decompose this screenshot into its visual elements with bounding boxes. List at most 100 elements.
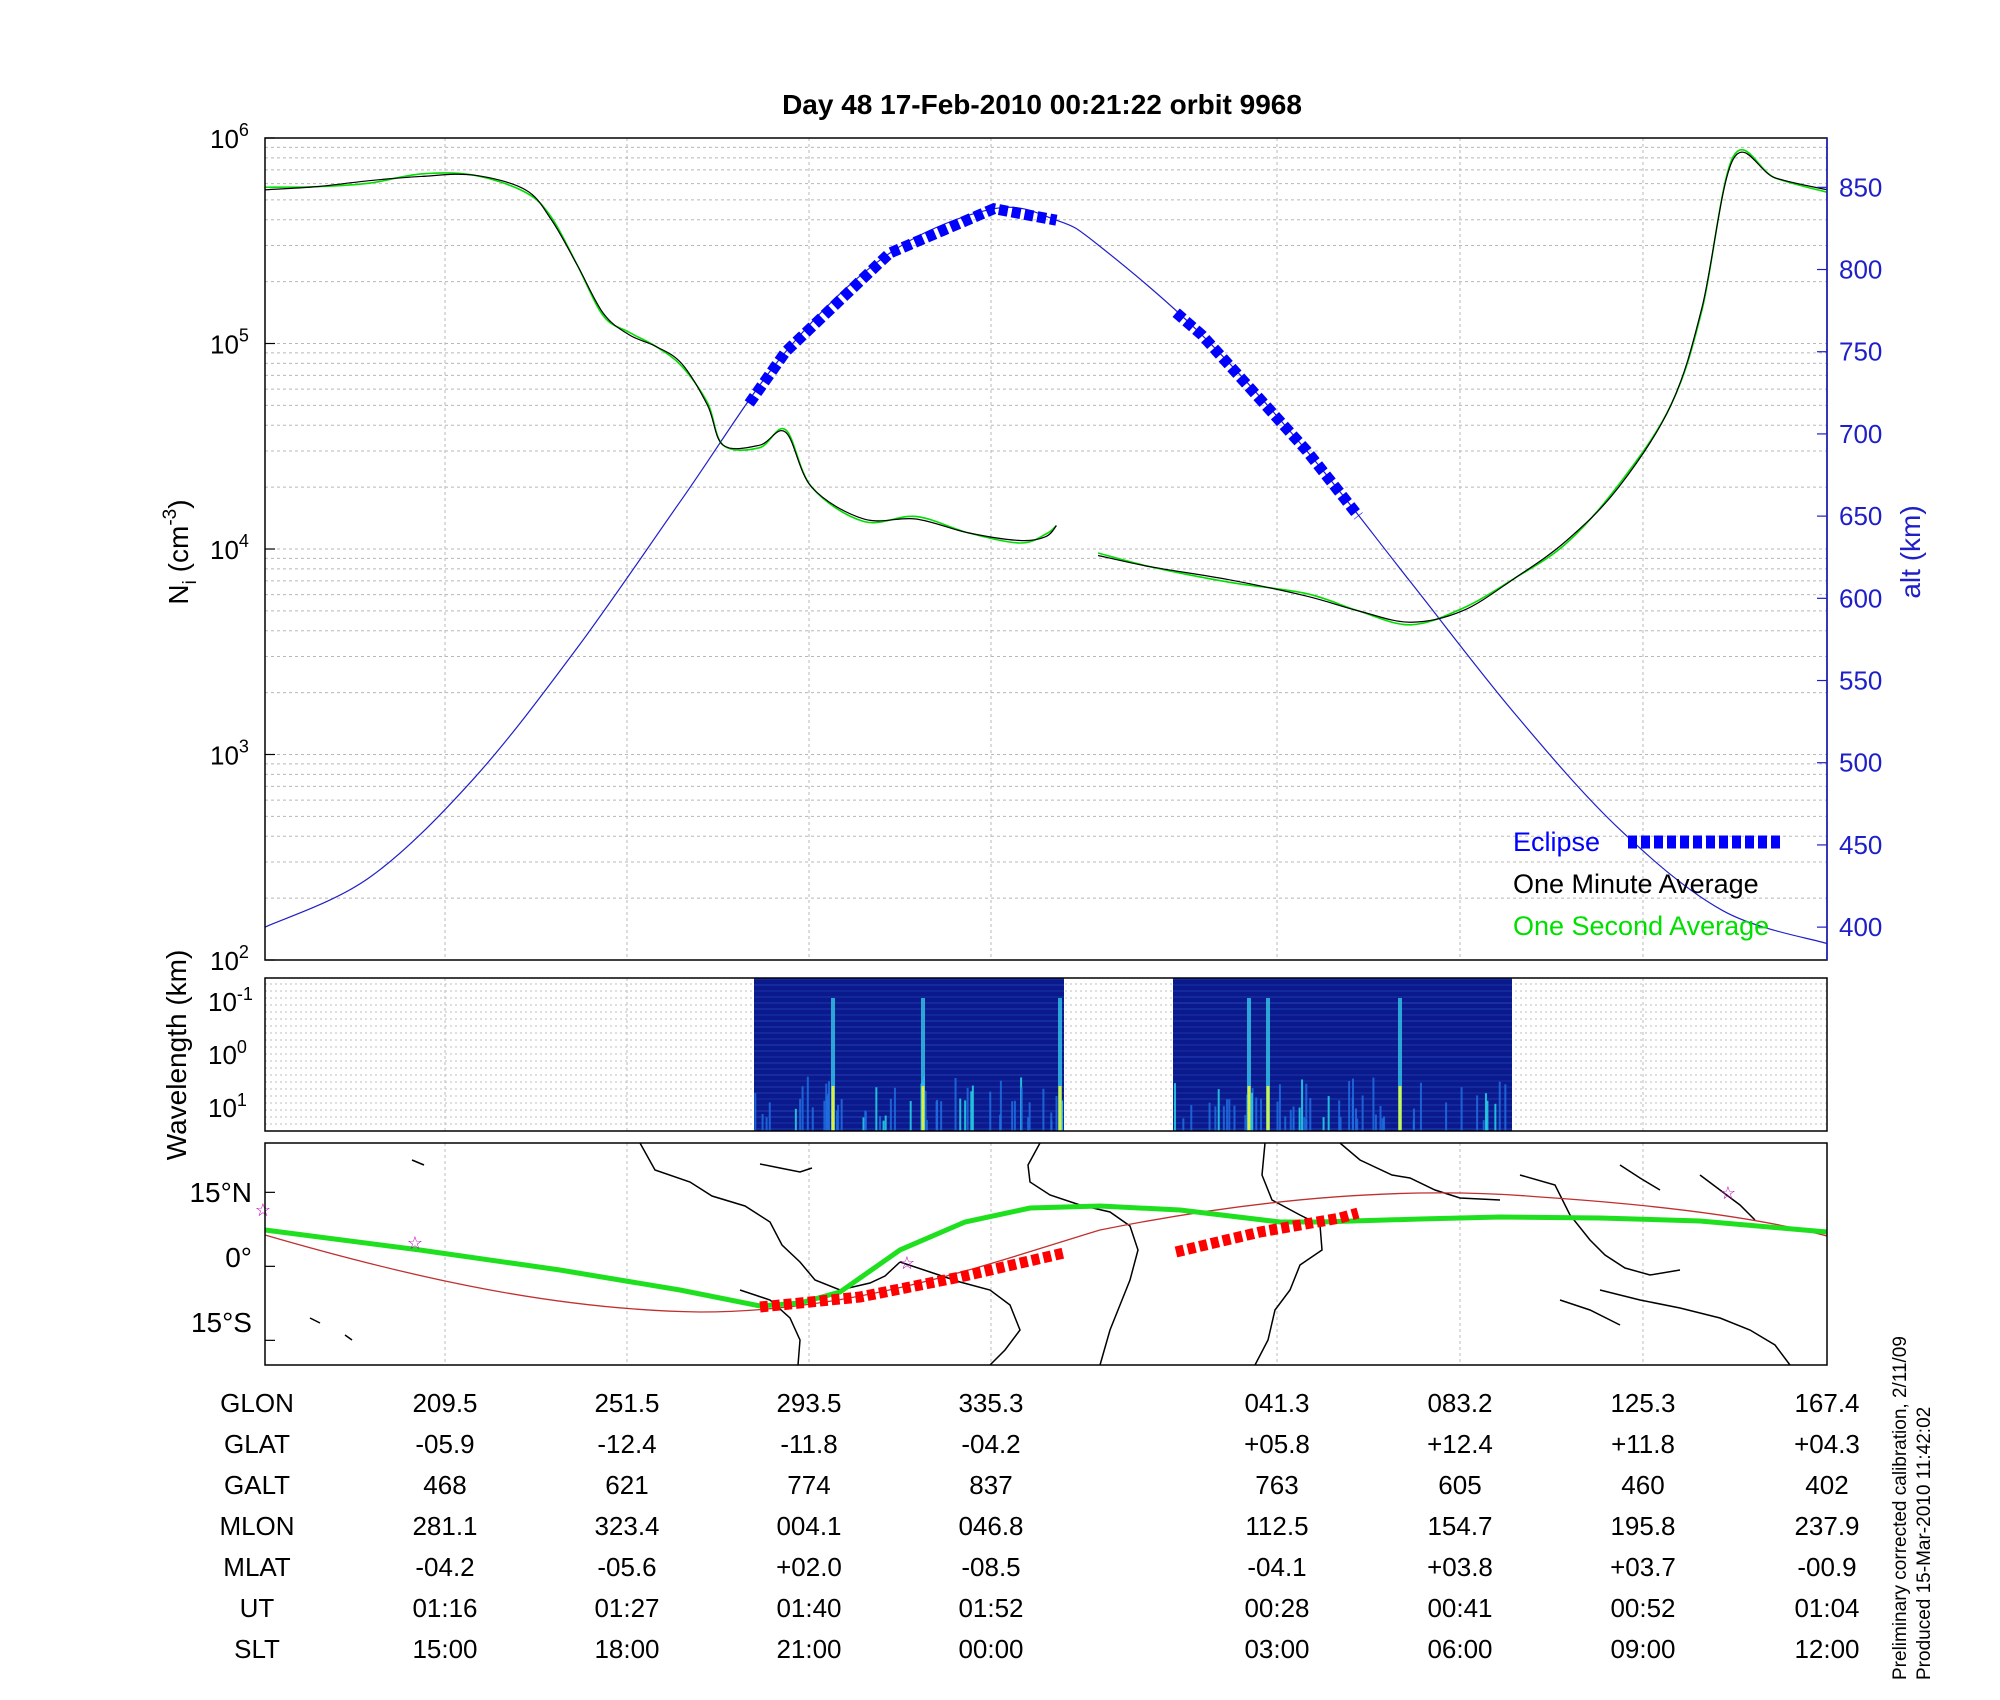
spectrogram-streak bbox=[864, 1110, 867, 1131]
table-cell: 125.3 bbox=[1610, 1388, 1675, 1418]
altitude-tick-label: 850 bbox=[1839, 172, 1882, 202]
spectrogram-streak bbox=[954, 1078, 957, 1131]
footer-produced: Produced 15-Mar-2010 11:42:02 bbox=[1914, 1407, 1935, 1680]
table-cell: 281.1 bbox=[412, 1511, 477, 1541]
spectrogram-spike bbox=[831, 998, 835, 1131]
spectrogram-streak bbox=[1276, 1101, 1279, 1131]
legend-second-label: One Second Average bbox=[1513, 911, 1769, 941]
spectrogram-streak bbox=[1055, 1096, 1058, 1131]
density-grid bbox=[265, 138, 1827, 961]
spectrogram-texture bbox=[1173, 1086, 1512, 1088]
table-cell: 763 bbox=[1255, 1470, 1298, 1500]
map-grid bbox=[265, 1143, 1644, 1365]
spectrogram-streak bbox=[1484, 1093, 1487, 1131]
table-cell: -12.4 bbox=[597, 1429, 656, 1459]
spectrogram-texture bbox=[1173, 1038, 1512, 1040]
table-cell: 046.8 bbox=[958, 1511, 1023, 1541]
spectrogram-texture bbox=[754, 1020, 1064, 1022]
density-ylabel: Ni (cm-3) bbox=[160, 499, 201, 604]
spectrogram-streak bbox=[1222, 1106, 1225, 1131]
spectrogram-streak bbox=[1482, 1120, 1485, 1131]
table-cell: -11.8 bbox=[780, 1429, 837, 1459]
map-frame bbox=[264, 1142, 1828, 1366]
coastline bbox=[1339, 1142, 1501, 1201]
map-coastlines bbox=[309, 1142, 1791, 1366]
spectrogram-streak bbox=[875, 1087, 878, 1131]
spectrogram-streak bbox=[936, 1099, 939, 1131]
spectrogram-texture bbox=[1173, 1002, 1512, 1004]
table-cell: +04.3 bbox=[1794, 1429, 1860, 1459]
star-marker: ☆ bbox=[407, 1233, 423, 1253]
spectrogram-spike bbox=[1247, 998, 1251, 1131]
table-cell: +03.7 bbox=[1610, 1552, 1676, 1582]
star-marker: ☆ bbox=[899, 1253, 915, 1273]
altitude-right-ticks: 400 450 500 550 600 650 700 750 800 850 bbox=[1817, 172, 1882, 942]
density-tick-label: 106 bbox=[210, 120, 249, 154]
spectrogram-texture bbox=[1173, 1014, 1512, 1016]
coastline bbox=[1699, 1174, 1756, 1221]
table-cell: -08.5 bbox=[961, 1552, 1020, 1582]
star-marker: ☆ bbox=[1720, 1183, 1736, 1203]
altitude-tick-label: 800 bbox=[1839, 255, 1882, 285]
spectrogram-spike bbox=[1398, 998, 1402, 1131]
spectrogram-texture bbox=[754, 1086, 1064, 1088]
spectrogram-streak bbox=[1354, 1108, 1357, 1131]
spectrogram-streak bbox=[959, 1098, 962, 1131]
spectrogram-texture bbox=[1173, 1056, 1512, 1058]
coastline bbox=[639, 1142, 901, 1291]
table-cell: -04.1 bbox=[1247, 1552, 1306, 1582]
table-cell: 335.3 bbox=[958, 1388, 1023, 1418]
spectrogram-streak bbox=[1190, 1105, 1193, 1131]
spectrogram-streak bbox=[862, 1117, 865, 1131]
spectrogram-texture bbox=[1173, 1098, 1512, 1100]
altitude-tick-label: 550 bbox=[1839, 666, 1882, 696]
eclipse-track-segment bbox=[759, 1247, 1066, 1313]
footer-calibration: Preliminary corrected calibration, 2/11/… bbox=[1890, 1336, 1911, 1680]
table-cell: +03.8 bbox=[1427, 1552, 1493, 1582]
table-row-label: GLON bbox=[220, 1388, 294, 1418]
altitude-tick-label: 450 bbox=[1839, 830, 1882, 860]
density-tick-label: 104 bbox=[210, 531, 249, 565]
spectrogram-streak bbox=[1372, 1077, 1375, 1131]
lat-tick-15s: 15°S bbox=[191, 1307, 252, 1338]
table-cell: 460 bbox=[1621, 1470, 1664, 1500]
map-lat-ticks: 15°N 0° 15°S bbox=[189, 1177, 252, 1338]
spectrogram-streak bbox=[1260, 1098, 1263, 1131]
legend-eclipse-label: Eclipse bbox=[1513, 827, 1600, 857]
ground-track bbox=[264, 1203, 1828, 1309]
table-cell: 468 bbox=[423, 1470, 466, 1500]
spectrogram-streak bbox=[1309, 1098, 1312, 1131]
density-tick-label: 103 bbox=[210, 737, 249, 771]
spectrogram-segments bbox=[754, 978, 1512, 1131]
table-cell: +12.4 bbox=[1427, 1429, 1493, 1459]
table-cell: +11.8 bbox=[1611, 1429, 1675, 1459]
table-cell: 09:00 bbox=[1610, 1634, 1675, 1664]
coastline bbox=[1599, 1289, 1791, 1366]
spectrogram-streak bbox=[966, 1087, 969, 1131]
table-row-label: SLT bbox=[234, 1634, 280, 1664]
coastline bbox=[899, 1261, 1021, 1366]
spectrogram-streak bbox=[1322, 1117, 1325, 1131]
spectrogram-streak bbox=[989, 1091, 992, 1131]
table-cell: -04.2 bbox=[961, 1429, 1020, 1459]
density-panel: 102 103 104 105 106 400 450 500 550 600 650 700 750… bbox=[160, 120, 1926, 976]
spectrogram-streak bbox=[924, 1090, 927, 1131]
wavelength-tick-0: 10-1 bbox=[208, 984, 253, 1017]
table-cell: 167.4 bbox=[1794, 1388, 1859, 1418]
density-left-ticks: 102 103 104 105 106 bbox=[210, 120, 275, 976]
spectrogram-streak bbox=[1228, 1099, 1231, 1131]
density-tick-label: 105 bbox=[210, 326, 249, 360]
map-tracks: ☆ ☆ ☆ ☆ bbox=[255, 1183, 1828, 1313]
density-curves bbox=[264, 148, 1828, 945]
spectrogram-streak bbox=[1352, 1078, 1355, 1131]
spectrogram-panel: 10-1 100 101 Wavelength (km) bbox=[161, 950, 1828, 1160]
spectrogram-streak bbox=[1374, 1114, 1377, 1131]
table-cell: +05.8 bbox=[1244, 1429, 1310, 1459]
spectrogram-streak bbox=[889, 1098, 892, 1131]
coastline bbox=[1027, 1142, 1139, 1366]
table-cell: 209.5 bbox=[412, 1388, 477, 1418]
coastline bbox=[344, 1334, 353, 1341]
spectrogram-streak bbox=[999, 1080, 1002, 1131]
ephemeris-table: GLON GLAT GALT MLON MLAT UT SLT 209.5 -05.9 468 28… bbox=[219, 1388, 1859, 1664]
